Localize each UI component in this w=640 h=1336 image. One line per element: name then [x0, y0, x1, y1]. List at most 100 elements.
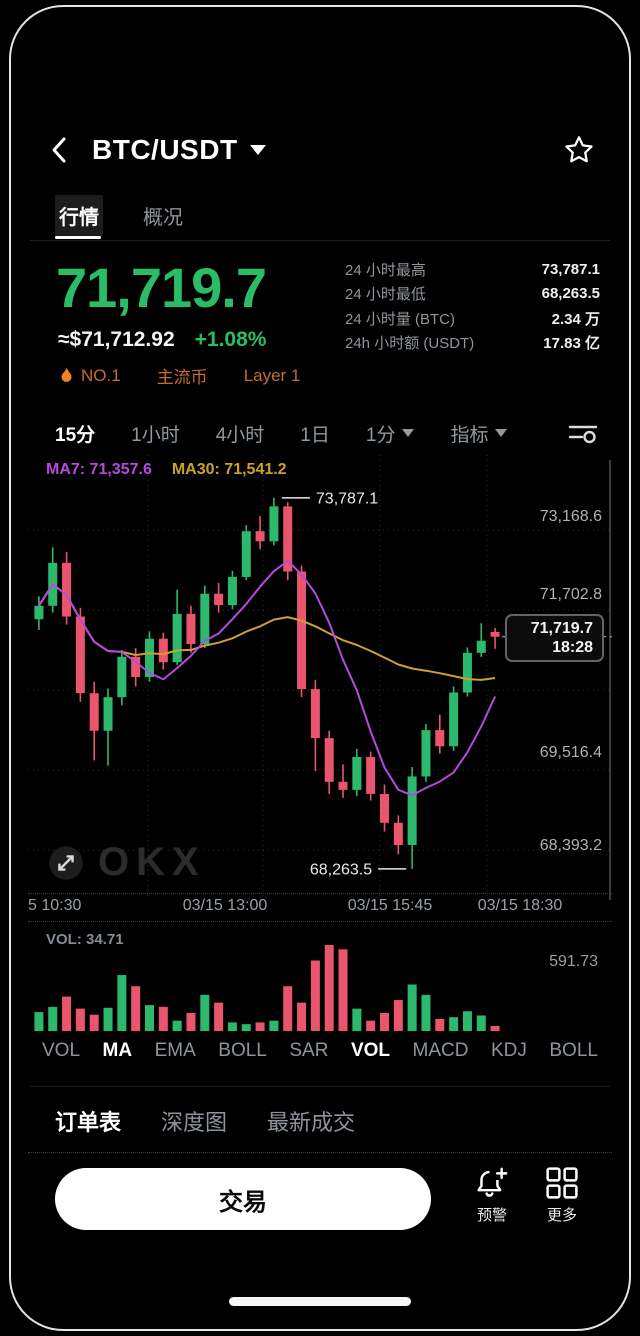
badge-0[interactable]: NO.1 [58, 366, 121, 386]
low-annotation: 68,263.5 [310, 861, 372, 878]
stat-row-2: 24 小时量 (BTC) 2.34 万 [345, 306, 600, 331]
candle-body [62, 562, 72, 617]
candle-body [462, 652, 472, 693]
alert-button[interactable]: 预警 [458, 1166, 526, 1225]
timeframe-label: 1分 [365, 424, 396, 446]
timeframe-15分[interactable]: 15分 [55, 420, 95, 447]
candlestick-chart[interactable]: 73,787.1 68,263.5 [28, 455, 612, 905]
indicator-tab-boll-8[interactable]: BOLL [549, 1040, 598, 1061]
order-tab-0[interactable]: 订单表 [55, 1110, 122, 1135]
candle-body [89, 693, 99, 731]
ma7-line [38, 559, 497, 797]
indicator-tab-vol-0[interactable]: VOL [42, 1040, 81, 1061]
stat-row-0: 24 小时最高 73,787.1 [345, 257, 600, 282]
indicator-tab-ema-2[interactable]: EMA [154, 1040, 196, 1061]
indicator-tab-kdj-7[interactable]: KDJ [490, 1040, 527, 1061]
chevron-down-icon [249, 145, 266, 155]
time-axis-label: 03/15 13:00 [182, 897, 268, 914]
candle-body [200, 593, 210, 645]
more-button[interactable]: 更多 [528, 1166, 596, 1225]
badge-label: NO.1 [81, 365, 121, 385]
time-axis-label: 03/15 18:30 [477, 897, 563, 914]
volume-bar [352, 1008, 362, 1031]
volume-value: VOL: 34.71 [46, 931, 124, 948]
orderbook-tabs: 订单表 深度图 最新成交 [55, 1105, 355, 1137]
watermark: OKX [48, 840, 206, 885]
candle-body [34, 605, 44, 620]
market-tab-quotes[interactable]: 行情 [55, 195, 103, 236]
ma30-value: MA30: 71,541.2 [171, 461, 287, 478]
candle-body [172, 613, 182, 663]
volume-bar [158, 1006, 168, 1031]
timeframe-1小时[interactable]: 1小时 [131, 420, 180, 447]
indicator-tab-vol-5[interactable]: VOL [350, 1040, 391, 1061]
stat-label: 24 小时量 (BTC) [345, 310, 456, 328]
volume-bar [435, 1018, 445, 1031]
candle-body [380, 793, 389, 823]
candle-body [490, 632, 500, 637]
candle-body [227, 576, 237, 606]
order-tab-2[interactable]: 最新成交 [267, 1110, 356, 1135]
candle-body [75, 616, 85, 694]
stats-panel: 24 小时最高 73,787.1 24 小时最低 68,263.5 24 小时量 (BT… [345, 257, 600, 355]
badge-2[interactable]: Layer 1 [244, 366, 301, 386]
last-price-tag-value: 71,719.7 [530, 619, 593, 637]
last-price: 71,719.7 [56, 256, 267, 319]
timeframe-1日[interactable]: 1日 [300, 420, 330, 447]
candle-body [449, 692, 459, 747]
timeframe-1分[interactable]: 1分 [366, 420, 415, 447]
badge-label: 主流币 [156, 368, 208, 387]
volume-bar [145, 1005, 154, 1031]
indicator-tab-ma-1[interactable]: MA [102, 1040, 133, 1061]
price-axis-label: 73,168.6 [539, 508, 602, 525]
volume-bar [462, 1011, 472, 1031]
candle-body [241, 531, 251, 577]
indicator-tab-macd-6[interactable]: MACD [412, 1040, 469, 1061]
chart-settings-button[interactable] [568, 420, 598, 446]
candle-body [352, 756, 362, 790]
volume-bar [297, 1002, 307, 1031]
indicator-tab-sar-4[interactable]: SAR [289, 1040, 329, 1061]
more-label: 更多 [546, 1207, 577, 1224]
volume-bar [255, 1022, 265, 1031]
badge-1[interactable]: 主流币 [157, 363, 208, 388]
timeframe-指标[interactable]: 指标 [450, 420, 508, 447]
expand-icon[interactable] [48, 845, 84, 881]
price-axis-label: 71,702.8 [539, 586, 602, 603]
timeframe-4小时[interactable]: 4小时 [216, 420, 265, 447]
time-axis-label: 03/15 15:45 [347, 897, 433, 914]
candle-body [297, 571, 307, 690]
volume-axis-label: 591.73 [549, 953, 598, 970]
favorite-button[interactable] [563, 134, 595, 166]
change-percent: +1.08% [194, 328, 267, 351]
divider-dotted [28, 1152, 612, 1153]
home-indicator[interactable] [229, 1297, 411, 1306]
volume-bar [490, 1025, 500, 1031]
last-price-tag-time: 18:28 [552, 638, 593, 656]
trade-button[interactable]: 交易 [55, 1168, 431, 1230]
indicator-tab-boll-3[interactable]: BOLL [218, 1040, 267, 1061]
volume-bar [407, 984, 417, 1031]
volume-bar [89, 1014, 99, 1031]
candle-body [117, 656, 127, 698]
ma7-value: MA7: 71,357.6 [46, 461, 152, 478]
volume-bar [366, 1020, 376, 1031]
volume-chart[interactable] [28, 925, 612, 1037]
volume-bar [131, 986, 141, 1031]
back-button[interactable] [46, 135, 74, 165]
stat-label: 24 小时最高 [345, 261, 426, 279]
volume-bar [172, 1020, 182, 1031]
market-tab-overview[interactable]: 概况 [143, 207, 183, 229]
order-tab-1[interactable]: 深度图 [161, 1110, 228, 1135]
chevron-down-icon [402, 429, 415, 437]
time-axis-label: 5 10:30 [28, 897, 82, 914]
volume-bar [449, 1017, 459, 1031]
candle-body [435, 730, 445, 747]
market-tabs: 行情 概况 [55, 195, 187, 236]
candle-body [338, 781, 348, 790]
pair-selector[interactable]: BTC/USDT [92, 132, 266, 168]
divider [30, 1086, 610, 1087]
indicator-settings-icon [568, 425, 598, 444]
page-title: BTC/USDT [92, 134, 238, 165]
stat-value: 17.83 亿 [543, 335, 600, 353]
